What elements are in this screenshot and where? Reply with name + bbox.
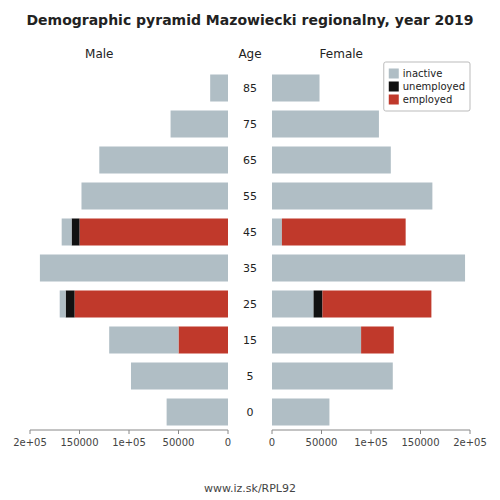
bar-segment bbox=[432, 183, 433, 210]
legend-box bbox=[384, 62, 470, 111]
axis-label: Male bbox=[85, 47, 113, 61]
chart: Demographic pyramid Mazowiecki regionaln… bbox=[0, 0, 500, 500]
bar-segment bbox=[80, 219, 229, 246]
bar-segment bbox=[109, 327, 178, 354]
bar-segment bbox=[99, 147, 228, 174]
bar-segment bbox=[272, 363, 393, 390]
bar-segment bbox=[75, 291, 228, 318]
bar-segment bbox=[40, 255, 228, 282]
bar-segment bbox=[378, 111, 379, 138]
bar-segment bbox=[272, 291, 314, 318]
legend-swatch bbox=[389, 69, 399, 79]
bar-segment bbox=[179, 327, 229, 354]
bar-segment bbox=[392, 363, 393, 390]
annotation: www.iz.sk/RPL92 bbox=[204, 482, 296, 495]
legend: inactive unemployed employed bbox=[384, 62, 470, 111]
tick bbox=[79, 430, 80, 434]
category-label: 25 bbox=[243, 298, 257, 311]
legend-swatch bbox=[389, 95, 399, 105]
category-label: 5 bbox=[247, 370, 254, 383]
tick bbox=[272, 430, 273, 434]
bar-segment bbox=[432, 183, 433, 210]
tick bbox=[228, 430, 229, 434]
category-label: 0 bbox=[247, 406, 254, 419]
bar-segment bbox=[465, 255, 466, 282]
bar-segment bbox=[62, 219, 72, 246]
bar-segment bbox=[272, 111, 379, 138]
tick bbox=[321, 430, 322, 434]
tick-label: 0 bbox=[269, 437, 275, 448]
tick-label: 50000 bbox=[306, 437, 338, 448]
tick-label: 0 bbox=[225, 437, 231, 448]
bar-segment bbox=[272, 147, 391, 174]
bar-segment bbox=[171, 111, 228, 138]
tick bbox=[470, 430, 471, 434]
bar-segment bbox=[322, 291, 431, 318]
legend-swatch bbox=[389, 82, 399, 92]
bar-segment bbox=[282, 219, 406, 246]
bar-segment bbox=[60, 291, 66, 318]
tick-label: 50000 bbox=[163, 437, 195, 448]
category-label: 65 bbox=[243, 154, 257, 167]
axis-label: Age bbox=[238, 47, 261, 61]
tick bbox=[30, 430, 31, 434]
bar-segment bbox=[390, 147, 391, 174]
tick-label: 2e+05 bbox=[453, 437, 487, 448]
bar-segment bbox=[390, 147, 391, 174]
bar-segment bbox=[378, 111, 379, 138]
bar-segment bbox=[210, 75, 228, 102]
category-label: 55 bbox=[243, 190, 257, 203]
tick bbox=[371, 430, 372, 434]
bar-segment bbox=[272, 75, 320, 102]
tick bbox=[420, 430, 421, 434]
category-label: 45 bbox=[243, 226, 257, 239]
category-label: 15 bbox=[243, 334, 257, 347]
bar-segment bbox=[319, 75, 320, 102]
bar-segment bbox=[72, 219, 80, 246]
tick bbox=[178, 430, 179, 434]
tick-label: 150000 bbox=[401, 437, 439, 448]
bar-segment bbox=[272, 399, 329, 426]
background bbox=[0, 0, 500, 500]
legend-label: employed bbox=[403, 94, 453, 105]
tick-label: 150000 bbox=[60, 437, 98, 448]
bar-segment bbox=[66, 291, 75, 318]
bar-segment bbox=[81, 183, 228, 210]
bars bbox=[272, 75, 465, 426]
bar-segment bbox=[361, 327, 394, 354]
bar-segment bbox=[272, 255, 465, 282]
bar-segment bbox=[272, 327, 361, 354]
bars bbox=[40, 75, 228, 426]
bar-segment bbox=[131, 363, 228, 390]
bar-segment bbox=[319, 75, 320, 102]
category-label: 75 bbox=[243, 118, 257, 131]
bar-segment bbox=[329, 399, 330, 426]
bar-segment bbox=[272, 219, 282, 246]
bar-segment bbox=[314, 291, 323, 318]
bar-segment bbox=[392, 363, 393, 390]
title: Demographic pyramid Mazowiecki regionaln… bbox=[26, 12, 473, 28]
legend-label: unemployed bbox=[403, 81, 465, 92]
bar-segment bbox=[329, 399, 330, 426]
bar-segment bbox=[167, 399, 228, 426]
category-label: 85 bbox=[243, 82, 257, 95]
tick bbox=[129, 430, 130, 434]
legend-label: inactive bbox=[403, 68, 443, 79]
tick-label: 1e+05 bbox=[112, 437, 146, 448]
category-label: 35 bbox=[243, 262, 257, 275]
bar-segment bbox=[272, 183, 432, 210]
axis-label: Female bbox=[320, 47, 363, 61]
tick-label: 2e+05 bbox=[13, 437, 47, 448]
bar-segment bbox=[465, 255, 466, 282]
tick-label: 1e+05 bbox=[354, 437, 388, 448]
